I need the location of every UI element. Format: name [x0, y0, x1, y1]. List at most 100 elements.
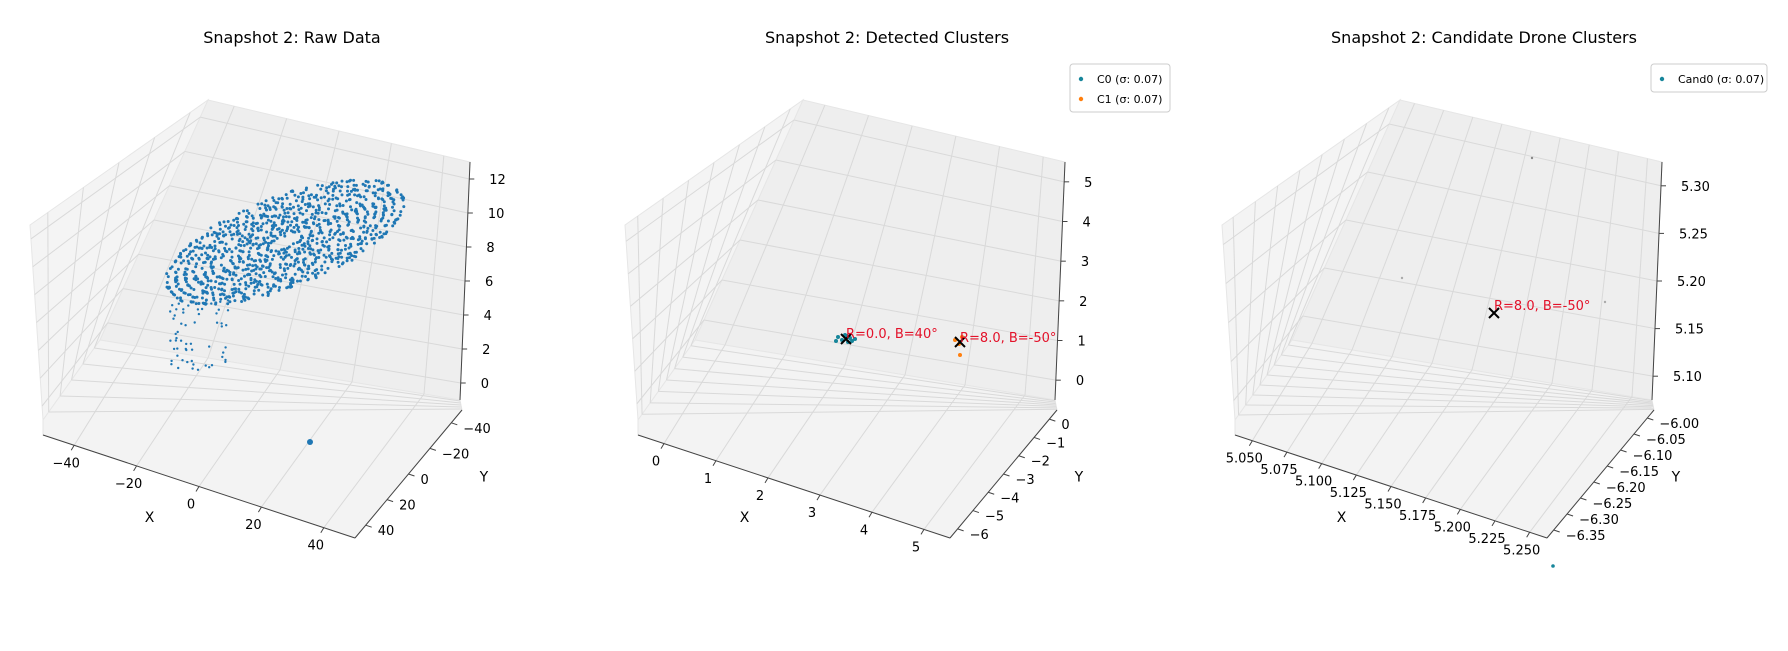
z-tick-label: 2: [1079, 295, 1087, 310]
grid-line: [1494, 389, 1593, 522]
data-point: [352, 254, 356, 258]
data-point: [192, 288, 196, 291]
data-point: [366, 226, 370, 230]
data-point: [297, 208, 301, 212]
data-point: [222, 267, 226, 270]
grid-line: [1425, 376, 1513, 499]
data-point: [368, 224, 372, 228]
data-point: [304, 221, 308, 225]
data-point: [289, 223, 292, 227]
data-point: [324, 189, 328, 193]
x-tick-label: 5.200: [1434, 520, 1471, 535]
data-point: [274, 207, 278, 211]
data-point: [371, 191, 375, 195]
y-tick-mark: [365, 524, 372, 528]
data-point: [286, 266, 290, 270]
grid-line: [138, 253, 464, 316]
grid-line: [703, 319, 1056, 381]
grid-line: [682, 356, 1056, 403]
data-point: [317, 222, 321, 226]
legend-box: [1069, 63, 1171, 113]
data-point: [362, 230, 366, 234]
data-point: [259, 228, 263, 232]
grid-line: [1225, 171, 1368, 284]
cluster-c0-point: [853, 337, 857, 341]
grid-line: [1230, 267, 1325, 362]
data-point: [323, 195, 326, 199]
data-point: [261, 222, 265, 226]
data-point: [301, 212, 305, 216]
y-axis-line: [1546, 409, 1655, 539]
data-point: [399, 193, 403, 197]
y-tick-label: −6.00: [1659, 417, 1699, 432]
data-point: [325, 186, 329, 190]
data-point: [328, 255, 332, 259]
legend-marker: [1078, 76, 1084, 82]
data-point: [222, 220, 226, 224]
data-point: [244, 267, 248, 271]
grid-line: [634, 279, 723, 372]
data-point: [310, 212, 314, 216]
grid-line: [632, 239, 741, 340]
data-point: [313, 260, 317, 264]
data-point: [275, 236, 279, 240]
data-point: [335, 219, 339, 223]
data-point: [230, 250, 234, 254]
data-point: [305, 218, 309, 222]
data-point: [243, 236, 247, 240]
data-point: [220, 292, 224, 296]
data-point: [226, 220, 230, 223]
data-point: [229, 259, 232, 262]
data-point: [317, 204, 321, 208]
data-point: [316, 183, 320, 187]
data-point: [307, 236, 311, 240]
data-point: [347, 220, 351, 224]
data-point: [251, 264, 255, 268]
data-point: [254, 267, 258, 271]
data-point: [230, 278, 234, 282]
grid-line: [82, 363, 461, 404]
data-point: [301, 195, 305, 199]
grid-line: [1233, 315, 1304, 401]
z-tick-label: 1: [1078, 335, 1086, 350]
data-point: [399, 210, 403, 214]
data-point: [247, 250, 251, 254]
grid-line: [724, 104, 826, 346]
data-point: [276, 278, 280, 282]
data-point: [230, 233, 233, 237]
data-point: [176, 347, 179, 350]
data-point: [224, 358, 227, 362]
data-point: [218, 223, 222, 227]
grid-line: [1324, 267, 1656, 330]
data-point: [319, 196, 323, 200]
grid-line: [650, 402, 1057, 409]
x-tick-mark: [1283, 451, 1288, 458]
data-point: [364, 198, 368, 201]
data-point: [213, 247, 217, 251]
data-point: [336, 243, 340, 247]
data-point: [364, 179, 368, 183]
data-point: [252, 281, 256, 284]
data-point: [264, 240, 268, 244]
z-tick-label: 5.30: [1681, 180, 1710, 195]
outlier-point: [307, 439, 313, 445]
data-point: [361, 249, 365, 253]
data-point: [312, 253, 316, 257]
data-point: [202, 244, 206, 248]
data-point: [187, 252, 191, 256]
grid-line: [674, 368, 1056, 405]
data-point: [337, 184, 341, 188]
data-point: [213, 244, 217, 248]
data-point: [344, 199, 348, 203]
data-point: [314, 211, 318, 215]
data-point: [402, 205, 406, 209]
data-point: [391, 224, 395, 228]
data-point: [277, 227, 281, 231]
data-point: [329, 222, 333, 225]
data-point: [340, 248, 343, 252]
data-point: [248, 241, 252, 245]
data-point: [363, 236, 367, 240]
data-point: [242, 209, 246, 213]
data-point: [279, 233, 283, 237]
data-point: [331, 193, 335, 197]
